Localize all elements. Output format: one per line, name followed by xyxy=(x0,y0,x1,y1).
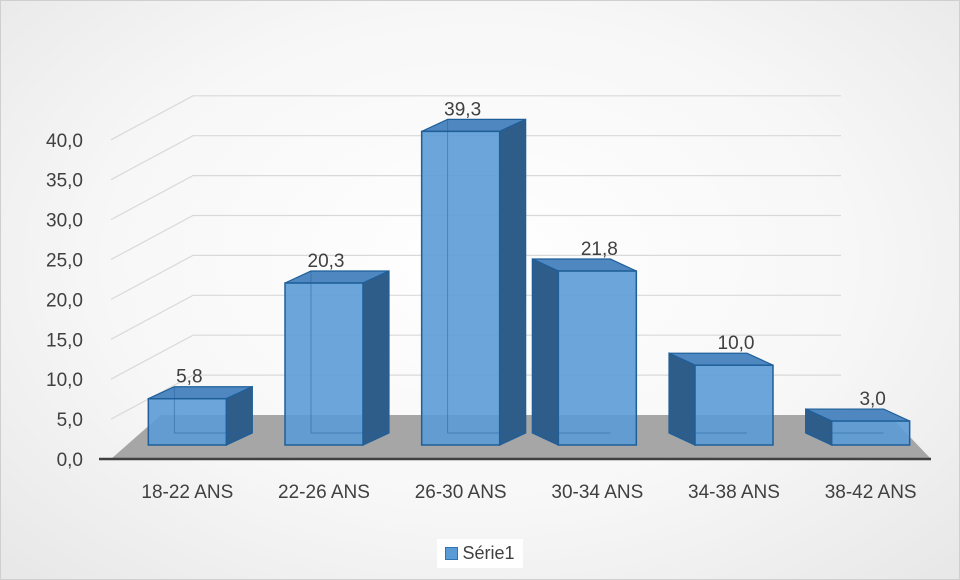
gridline xyxy=(110,214,841,261)
y-tick-label: 40,0 xyxy=(46,131,83,152)
x-tick-label: 30-34 ANS xyxy=(551,482,643,503)
y-tick-label: 30,0 xyxy=(46,211,83,232)
bar-front-face xyxy=(147,397,228,446)
bar-front-face xyxy=(694,364,774,446)
bar-side-face xyxy=(499,118,527,446)
bar-inner-edge xyxy=(531,259,611,434)
legend-label: Série1 xyxy=(462,543,515,563)
bar xyxy=(420,118,527,446)
legend-item-serie1: Série1 xyxy=(437,539,523,568)
bar-inner-edge xyxy=(668,353,747,434)
y-tick-label: 15,0 xyxy=(46,330,83,351)
data-label: 10,0 xyxy=(718,333,755,354)
bar xyxy=(147,385,253,446)
bar-inner-edge xyxy=(173,386,253,434)
y-tick-label: 25,0 xyxy=(46,251,83,272)
bar-side-face xyxy=(531,258,559,446)
gridline xyxy=(110,95,841,141)
bar-front-face xyxy=(420,130,501,446)
legend-swatch xyxy=(445,547,459,560)
data-label: 5,8 xyxy=(176,367,202,388)
bar-front-face xyxy=(557,270,638,446)
bar-inner-edge xyxy=(805,409,884,434)
bar xyxy=(805,408,911,446)
data-label: 3,0 xyxy=(859,389,885,410)
x-tick-label: 18-22 ANS xyxy=(141,482,233,503)
y-tick-label: 35,0 xyxy=(46,171,83,192)
y-tick-label: 10,0 xyxy=(46,370,83,391)
data-label: 39,3 xyxy=(444,99,481,120)
gridline xyxy=(110,254,841,300)
bar-side-face xyxy=(668,352,696,446)
gridline xyxy=(110,175,841,221)
y-tick-label: 20,0 xyxy=(46,290,83,311)
legend: Série1 xyxy=(1,539,959,568)
gridline xyxy=(110,135,841,181)
data-label: 20,3 xyxy=(308,251,345,272)
x-tick-label: 34-38 ANS xyxy=(688,482,780,503)
x-tick-label: 38-42 ANS xyxy=(825,482,917,503)
bar xyxy=(284,270,390,446)
data-label: 21,8 xyxy=(581,239,618,260)
bar xyxy=(668,352,774,446)
bar-inner-edge xyxy=(310,271,389,434)
bar-inner-edge xyxy=(447,119,526,434)
bar-side-face xyxy=(362,270,390,446)
x-tick-label: 22-26 ANS xyxy=(278,482,370,503)
bar-front-face xyxy=(284,282,364,446)
y-tick-label: 5,0 xyxy=(57,410,83,431)
x-tick-label: 26-30 ANS xyxy=(415,482,507,503)
y-tick-label: 0,0 xyxy=(57,450,83,471)
bar xyxy=(531,258,638,446)
